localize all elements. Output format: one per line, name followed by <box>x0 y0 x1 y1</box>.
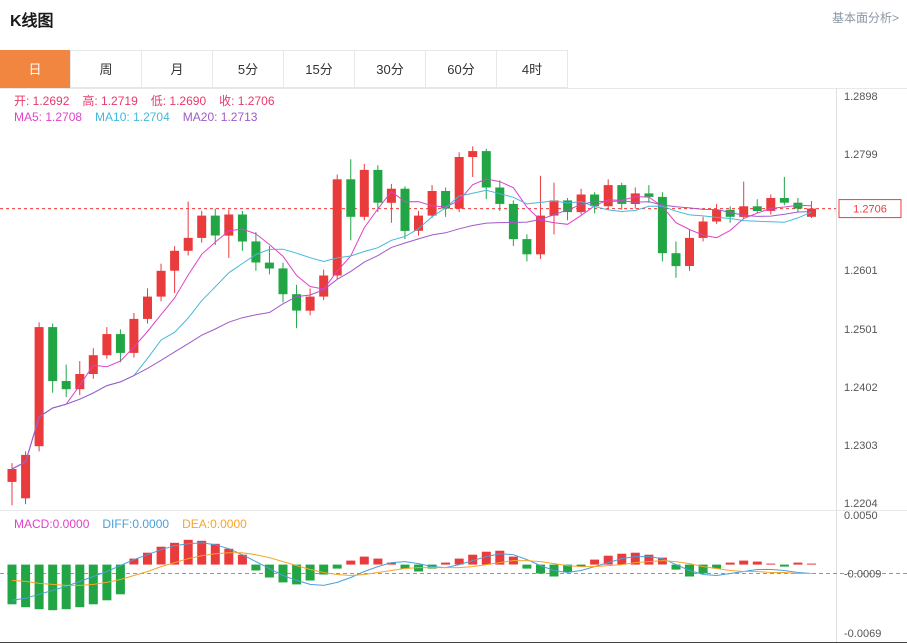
svg-text:1.2799: 1.2799 <box>844 149 878 161</box>
tab-60分[interactable]: 60分 <box>425 50 497 88</box>
svg-text:1.2501: 1.2501 <box>844 324 878 336</box>
ma10-line <box>11 189 812 470</box>
diff-line <box>11 542 812 601</box>
tab-月[interactable]: 月 <box>141 50 213 88</box>
candles-layer <box>7 146 816 506</box>
price-axis-labels: 1.2898 1.2799 1.2601 1.2501 1.2402 1.2303 1.22… <box>844 91 878 510</box>
macd-axis-labels: 0.0050 -0.0009 -0.0069 <box>844 510 881 640</box>
svg-text:1.2402: 1.2402 <box>844 382 878 394</box>
svg-text:-0.0009: -0.0009 <box>844 569 881 581</box>
svg-text:1.2898: 1.2898 <box>844 91 878 103</box>
page-title: K线图 <box>10 13 54 30</box>
tab-15分[interactable]: 15分 <box>283 50 355 88</box>
fundamental-analysis-link[interactable]: 基本面分析> <box>831 11 899 25</box>
chart-frame <box>0 88 907 643</box>
svg-text:-0.0069: -0.0069 <box>844 628 881 640</box>
tab-日[interactable]: 日 <box>0 50 71 88</box>
ma20-line <box>11 200 812 470</box>
dea-line <box>11 552 812 586</box>
timeframe-tabs: 日周月 5分 15分 30分 60分 4时 <box>0 50 568 88</box>
tab-30分[interactable]: 30分 <box>354 50 426 88</box>
svg-text:1.2204: 1.2204 <box>844 498 878 510</box>
current-price-label: 1.2706 <box>838 199 902 219</box>
ma5-line <box>11 178 812 470</box>
tab-5分[interactable]: 5分 <box>212 50 284 88</box>
svg-text:1.2601: 1.2601 <box>844 265 878 277</box>
svg-text:1.2706: 1.2706 <box>853 204 887 216</box>
svg-text:1.2303: 1.2303 <box>844 440 878 452</box>
kline-chart[interactable]: 1.2898 1.2799 1.2601 1.2501 1.2402 1.2303 1.22… <box>0 88 907 644</box>
tab-4时[interactable]: 4时 <box>496 50 568 88</box>
tab-周[interactable]: 周 <box>70 50 142 88</box>
macd-histogram <box>7 539 816 611</box>
svg-text:0.0050: 0.0050 <box>844 510 878 522</box>
